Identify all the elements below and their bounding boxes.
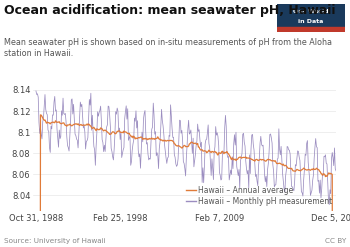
Text: Mean seawater pH is shown based on in-situ measurements of pH from the Aloha sta: Mean seawater pH is shown based on in-si… [4,38,332,58]
Bar [276,27,345,32]
Legend: Hawaii – Annual average, Hawaii – Monthly pH measurement: Hawaii – Annual average, Hawaii – Monthl… [187,186,332,206]
Text: Our World: Our World [293,9,328,14]
Text: in Data: in Data [298,19,323,24]
Text: CC BY: CC BY [324,238,346,244]
Text: Source: University of Hawaii: Source: University of Hawaii [4,238,106,244]
Text: Ocean acidification: mean seawater pH, Hawaii: Ocean acidification: mean seawater pH, H… [4,4,336,17]
